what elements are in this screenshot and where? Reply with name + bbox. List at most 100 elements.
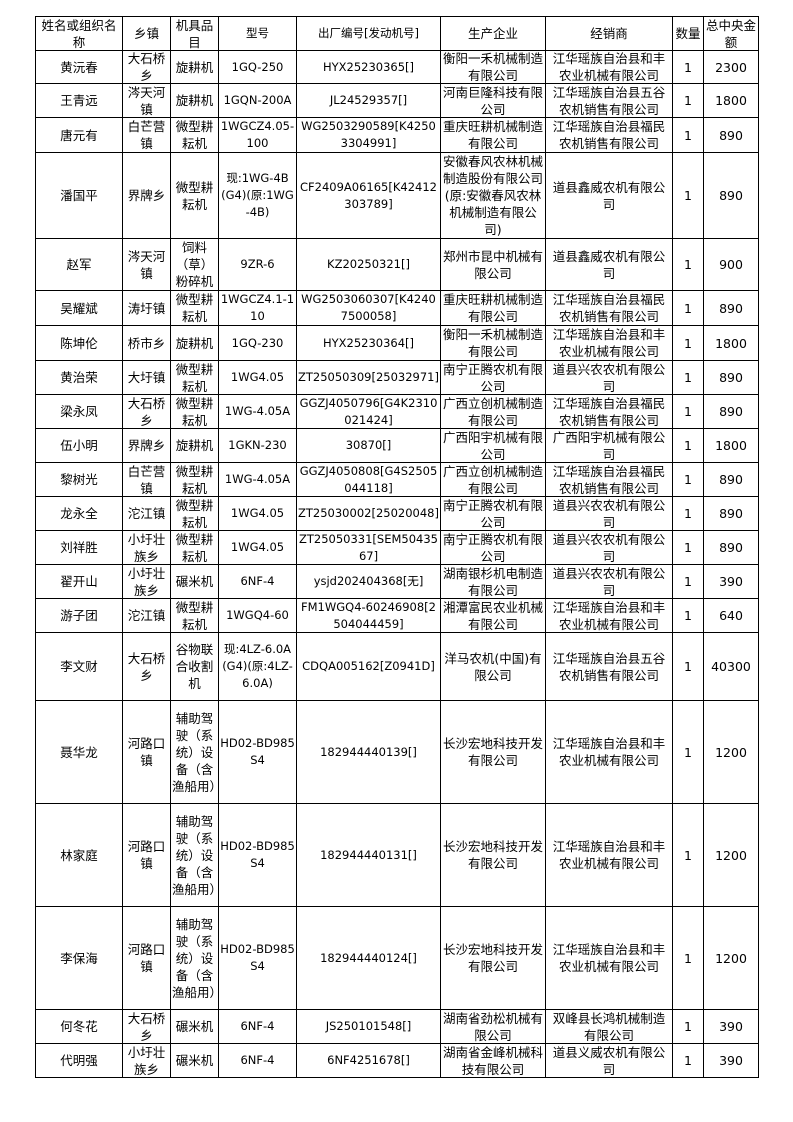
cell-dealer: 江华瑶族自治县五谷农机销售有限公司 (545, 632, 673, 701)
cell-name: 陈坤伦 (35, 325, 123, 361)
town-text: 河路口镇 (127, 839, 166, 871)
name-text: 姓名或组织名称 (41, 17, 117, 50)
cell-manufacturer: 长沙宏地科技开发有限公司 (440, 906, 546, 1010)
quantity-text: 1 (684, 1019, 692, 1034)
cell-manufacturer: 广西立创机械制造有限公司 (440, 394, 546, 429)
cell-manufacturer: 南宁正腾农机有限公司 (440, 530, 546, 565)
cell-model: 6NF-4 (218, 564, 297, 599)
town-text: 河路口镇 (127, 942, 166, 974)
dealer-text: 道县兴农农机有限公司 (552, 531, 666, 564)
cell-quantity: 1 (672, 394, 704, 429)
cell-name: 伍小明 (35, 428, 123, 463)
cell-town: 小圩壮族乡 (122, 1043, 171, 1078)
quantity-text: 1 (684, 744, 692, 760)
cell-dealer: 江华瑶族自治县福民农机销售有限公司 (545, 462, 673, 497)
serial-text: CF2409A06165[K42412303789] (300, 179, 437, 211)
dealer-text: 江华瑶族自治县福民农机销售有限公司 (552, 119, 666, 151)
header-row: 姓名或组织名称 乡镇 机具品目 型号 出厂编号[发动机号] 生产企业 经销商 数量 总中央金额 (35, 16, 759, 51)
town-text: 沱江镇 (127, 506, 166, 521)
dealer-text: 道县兴农农机有限公司 (552, 497, 666, 530)
cell-name: 吴耀斌 (35, 290, 123, 326)
quantity-text: 1 (684, 472, 692, 487)
cell-name: 李文财 (35, 632, 123, 701)
cell-town: 桥市乡 (122, 325, 171, 361)
amount-text: 390 (719, 1019, 743, 1034)
manufacturer-text: 生产企业 (467, 26, 518, 41)
serial-text: 出厂编号[发动机号] (318, 26, 419, 40)
category-text: 碾米机 (175, 574, 214, 589)
quantity-text: 1 (684, 93, 692, 108)
dealer-text: 江华瑶族自治县五谷农机销售有限公司 (552, 84, 666, 117)
town-text: 河路口镇 (127, 736, 166, 768)
amount-text: 890 (719, 540, 743, 555)
cell-manufacturer: 湖南银杉机电制造有限公司 (440, 564, 546, 599)
cell-dealer: 广西阳宇机械有限公司 (545, 428, 673, 463)
cell-serial: CDQA005162[Z0941D] (296, 632, 441, 701)
serial-text: 182944440124[] (320, 950, 417, 965)
table-row: 唐元有 白芒营镇 微型耕耘机 1WGCZ4.05-100 WG2503290589[K4… (35, 117, 759, 153)
quantity-text: 1 (684, 659, 692, 674)
amount-text: 1800 (715, 93, 747, 108)
quantity-text: 1 (684, 188, 692, 203)
town-text: 界牌乡 (127, 188, 166, 203)
model-text: 1GQ-230 (231, 335, 284, 350)
cell-name: 梁永凤 (35, 394, 123, 429)
cell-model: 1WGQ4-60 (218, 598, 297, 633)
cell-quantity: 1 (672, 598, 704, 633)
name-text: 黄沅春 (60, 59, 98, 75)
manufacturer-text: 湖南银杉机电制造有限公司 (442, 565, 543, 598)
cell-serial: 182944440139[] (296, 700, 441, 804)
manufacturer-text: 长沙宏地科技开发有限公司 (442, 942, 543, 974)
cell-dealer: 江华瑶族自治县和丰农业机械有限公司 (545, 906, 673, 1010)
quantity-text: 1 (684, 59, 692, 75)
cell-category: 微型耕耘机 (170, 496, 219, 531)
amount-text: 900 (719, 257, 743, 272)
dealer-text: 江华瑶族自治县五谷农机销售有限公司 (552, 650, 666, 683)
cell-amount: 1200 (703, 700, 759, 804)
cell-quantity: 1 (672, 290, 704, 326)
cell-model: 1WG-4.05A (218, 394, 297, 429)
cell-quantity: 1 (672, 496, 704, 531)
town-text: 小圩壮族乡 (127, 565, 166, 598)
cell-serial: WG2503290589[K42503304991] (296, 117, 441, 153)
cell-category: 微型耕耘机 (170, 462, 219, 497)
dealer-text: 道县鑫威农机有限公司 (552, 248, 666, 281)
cell-serial: JL24529357[] (296, 83, 441, 118)
town-text: 桥市乡 (127, 335, 166, 351)
cell-name: 李保海 (35, 906, 123, 1010)
cell-amount: 2300 (703, 50, 759, 84)
category-text: 碾米机 (175, 1019, 214, 1034)
cell-quantity: 1 (672, 50, 704, 84)
table-row: 赵军 涔天河镇 饲料（草）粉碎机 9ZR-6 KZ20250321[] 郑州市昆中机械有限… (35, 238, 759, 291)
cell-manufacturer: 湖南省劲松机械有限公司 (440, 1009, 546, 1044)
name-text: 唐元有 (60, 127, 98, 143)
dealer-text: 道县义威农机有限公司 (552, 1044, 666, 1077)
manufacturer-text: 湖南省金峰机械科技有限公司 (442, 1044, 543, 1077)
name-text: 林家庭 (60, 847, 98, 863)
cell-amount: 890 (703, 530, 759, 565)
manufacturer-text: 南宁正腾农机有限公司 (442, 361, 543, 394)
cell-town: 大石桥乡 (122, 50, 171, 84)
cell-category: 碾米机 (170, 1009, 219, 1044)
cell-quantity: 1 (672, 325, 704, 361)
cell-quantity: 1 (672, 530, 704, 565)
cell-serial: KZ20250321[] (296, 238, 441, 291)
serial-text: CDQA005162[Z0941D] (302, 659, 435, 673)
cell-amount: 890 (703, 117, 759, 153)
table-row: 李文财 大石桥乡 谷物联合收割机 现:4LZ-6.0A(G4)(原:4LZ-6.0A)… (35, 632, 759, 701)
dealer-text: 双峰县长鸿机械制造有限公司 (552, 1010, 666, 1043)
town-text: 乡镇 (133, 26, 159, 41)
dealer-text: 江华瑶族自治县和丰农业机械有限公司 (552, 51, 666, 83)
cell-amount: 1800 (703, 428, 759, 463)
model-text: 1WGCZ4.05-100 (220, 119, 295, 150)
cell-manufacturer: 重庆旺耕机械制造有限公司 (440, 117, 546, 153)
cell-dealer: 江华瑶族自治县福民农机销售有限公司 (545, 290, 673, 326)
cell-category: 微型耕耘机 (170, 360, 219, 395)
cell-name: 唐元有 (35, 117, 123, 153)
dealer-text: 江华瑶族自治县福民农机销售有限公司 (552, 292, 666, 324)
amount-text: 890 (719, 506, 743, 521)
cell-town: 白芒营镇 (122, 117, 171, 153)
model-text: HD02-BD985S4 (220, 839, 295, 870)
amount-text: 2300 (715, 59, 747, 75)
cell-serial: 30870[] (296, 428, 441, 463)
